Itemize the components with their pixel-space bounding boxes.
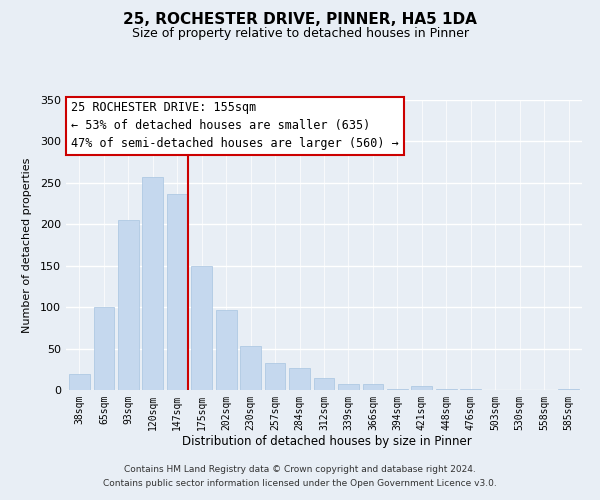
Bar	[167, 194, 188, 390]
Bar	[289, 368, 310, 390]
Bar	[412, 386, 432, 390]
Bar	[69, 374, 90, 390]
Bar	[265, 362, 286, 390]
Bar	[436, 389, 457, 390]
Bar	[191, 266, 212, 390]
Bar	[558, 389, 579, 390]
Bar	[240, 346, 261, 390]
Y-axis label: Number of detached properties: Number of detached properties	[22, 158, 32, 332]
Text: 25 ROCHESTER DRIVE: 155sqm
← 53% of detached houses are smaller (635)
47% of sem: 25 ROCHESTER DRIVE: 155sqm ← 53% of deta…	[71, 102, 399, 150]
Bar	[216, 310, 236, 390]
Bar	[362, 384, 383, 390]
Bar	[338, 384, 359, 390]
Bar	[460, 389, 481, 390]
Text: Contains HM Land Registry data © Crown copyright and database right 2024.
Contai: Contains HM Land Registry data © Crown c…	[103, 466, 497, 487]
Text: 25, ROCHESTER DRIVE, PINNER, HA5 1DA: 25, ROCHESTER DRIVE, PINNER, HA5 1DA	[123, 12, 477, 28]
Bar	[142, 177, 163, 390]
Bar	[387, 389, 408, 390]
Text: Distribution of detached houses by size in Pinner: Distribution of detached houses by size …	[182, 435, 472, 448]
Bar	[314, 378, 334, 390]
Text: Size of property relative to detached houses in Pinner: Size of property relative to detached ho…	[131, 28, 469, 40]
Bar	[118, 220, 139, 390]
Bar	[94, 307, 114, 390]
